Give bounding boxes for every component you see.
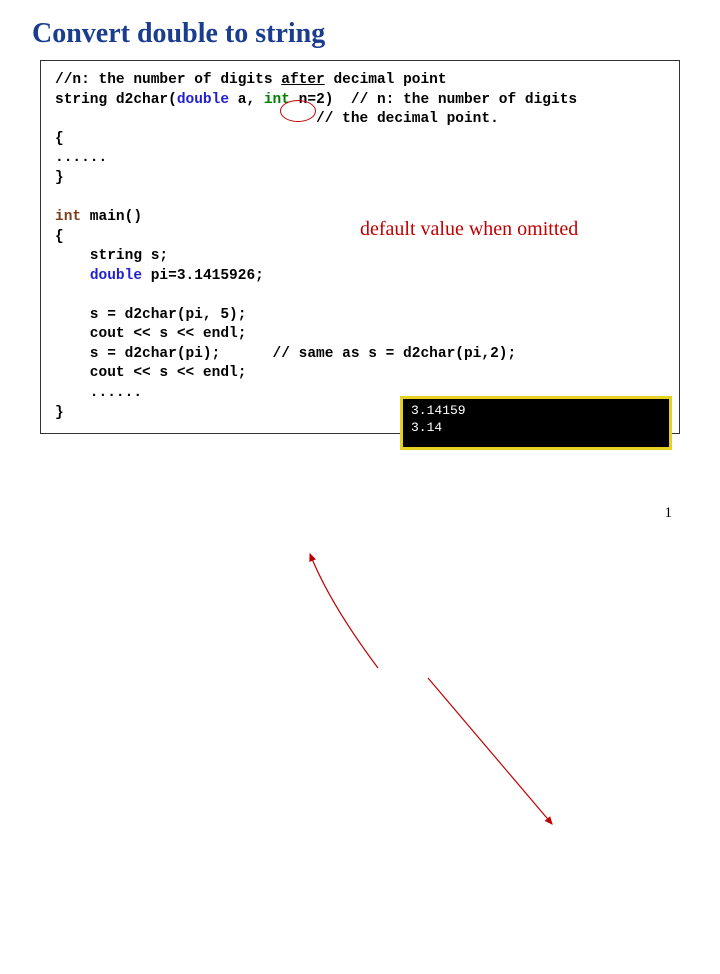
slide-title: Convert double to string xyxy=(0,0,720,50)
arrow-to-int xyxy=(0,434,720,974)
code-block: //n: the number of digits after decimal … xyxy=(40,60,680,434)
arrow-to-output xyxy=(0,434,720,974)
page-number: 1 xyxy=(665,505,673,522)
annotation-text: default value when omitted xyxy=(360,218,578,241)
output-box: 3.14159 3.14 xyxy=(400,396,672,450)
